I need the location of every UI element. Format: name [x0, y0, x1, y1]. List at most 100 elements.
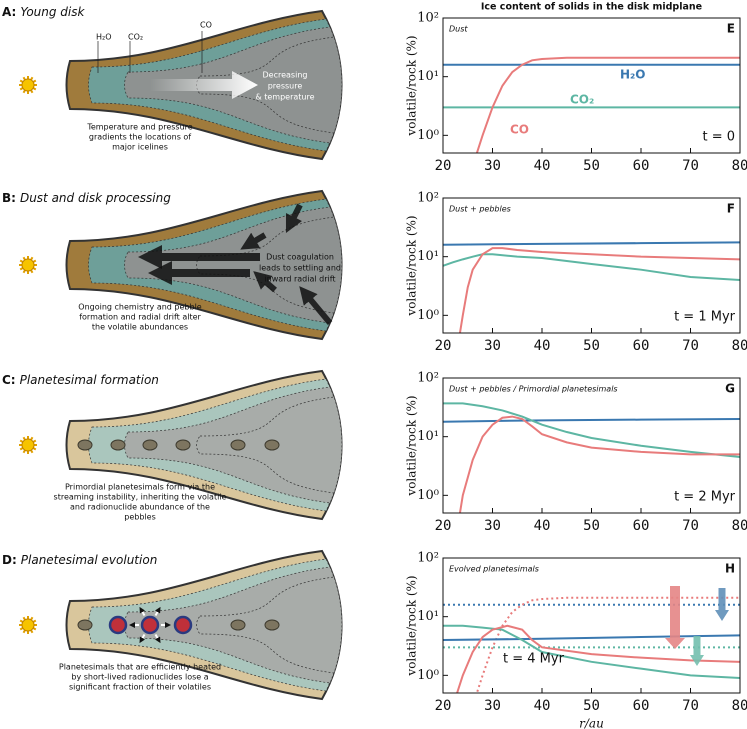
- panel-label: E: [727, 22, 735, 36]
- drift-arrow: [253, 271, 277, 293]
- planetesimal: [230, 439, 246, 451]
- series-line: [475, 596, 740, 693]
- diagram-caption: significant fraction of their volatiles: [69, 683, 211, 692]
- planetesimal: [175, 439, 191, 451]
- x-tick-label: 60: [633, 698, 650, 714]
- time-label: t = 1 Myr: [674, 310, 736, 325]
- y-tick-label: 10²: [417, 371, 439, 386]
- series-line: [443, 624, 740, 680]
- series-line: [475, 56, 740, 153]
- y-axis-label: volatile/rock (%): [405, 35, 419, 136]
- x-tick-label: 80: [732, 698, 747, 714]
- chart: H₂O CO₂ CO 20 30 40 50 60 70 80 10⁰ 10¹ 10² volatile/…: [405, 2, 747, 175]
- sun-disk: [21, 258, 35, 272]
- x-tick-label: 30: [484, 158, 501, 174]
- diagram: A: Young disk H₂O CO₂ CO Decreasing pressure & …: [2, 5, 343, 161]
- drift-arrow: [240, 232, 267, 250]
- chart-title: Ice content of solids in the disk midpla…: [481, 2, 702, 13]
- diagram-letter: B:: [2, 191, 16, 205]
- volatile-loss: [139, 606, 146, 616]
- diagram-caption: major icelines: [112, 143, 168, 152]
- diagram-caption: Temperature and pressure: [86, 123, 192, 132]
- diagram-name: Young disk: [20, 5, 85, 19]
- x-tick-label: 30: [484, 338, 501, 354]
- chart: 20 30 40 50 60 70 80 10⁰ 10¹ 10² volatile/rock (%)…: [405, 191, 747, 355]
- diagram-letter: D:: [2, 553, 17, 567]
- iceline-label: CO₂: [128, 33, 143, 42]
- planetesimal: [77, 619, 93, 631]
- arrow-text: inward radial drift: [264, 275, 335, 284]
- sun-disk: [21, 618, 35, 632]
- chart: 20 30 40 50 60 70 80 10⁰ 10¹ 10² volatile/rock (%)…: [405, 551, 747, 729]
- series-line: [458, 247, 740, 333]
- panel-label: F: [727, 202, 735, 216]
- arrow-text: Decreasing: [263, 71, 308, 80]
- panel-note: Dust + pebbles / Primordial planetesimal…: [449, 385, 618, 394]
- volatile-loss: [154, 634, 161, 644]
- y-axis-label: volatile/rock (%): [405, 575, 419, 676]
- series-line: [443, 418, 740, 423]
- diagram-title: D: Planetesimal evolution: [2, 553, 157, 567]
- diagram-name: Dust and disk processing: [20, 191, 171, 205]
- diagram: B: Dust and disk processing Dust coagulati…: [2, 189, 343, 341]
- drift-arrow: [299, 286, 333, 325]
- loss-arrow: [690, 636, 704, 666]
- panel-note: Dust + pebbles: [449, 205, 511, 214]
- sun-disk: [21, 78, 35, 92]
- loss-arrow: [665, 586, 685, 649]
- time-label: t = 4 Myr: [503, 652, 565, 667]
- x-axis-label: r/au: [579, 717, 604, 729]
- planetesimal: [264, 439, 280, 451]
- y-tick-label: 10¹: [417, 249, 439, 264]
- time-label: t = 2 Myr: [674, 490, 736, 505]
- x-tick-label: 60: [633, 158, 650, 174]
- sun: [19, 76, 37, 94]
- y-tick-label: 10²: [417, 191, 439, 206]
- x-tick-label: 50: [583, 698, 600, 714]
- heated-planetesimal: [173, 615, 193, 635]
- chart: 20 30 40 50 60 70 80 10⁰ 10¹ 10² volatile/rock (%)…: [405, 371, 747, 535]
- pressure-arrow: [150, 71, 258, 99]
- x-tick-label: 60: [633, 518, 650, 534]
- diagram-letter: A:: [2, 5, 16, 19]
- diagram-name: Planetesimal formation: [20, 373, 159, 387]
- x-tick-label: 70: [682, 518, 699, 534]
- x-tick-label: 20: [435, 518, 452, 534]
- diagram-caption: streaming instability, inheriting the vo…: [54, 493, 227, 502]
- panel-label: H: [725, 562, 735, 576]
- sun: [19, 256, 37, 274]
- series-label: CO: [510, 123, 529, 137]
- diagram-caption: gradients the locations of: [89, 133, 191, 142]
- y-tick-label: 10⁰: [417, 128, 439, 143]
- x-tick-label: 50: [583, 158, 600, 174]
- diagram-caption: Primordial planetesimals form via the: [65, 483, 215, 492]
- x-tick-label: 40: [534, 158, 551, 174]
- series-line: [443, 634, 740, 642]
- planetesimal: [230, 619, 246, 631]
- series-line: [443, 402, 740, 459]
- diagram-caption: the volatile abundances: [92, 323, 188, 332]
- y-tick-label: 10¹: [417, 69, 439, 84]
- y-tick-label: 10⁰: [417, 308, 439, 323]
- diagram-caption: Planetesimals that are efficiently heate…: [59, 663, 221, 672]
- series-label: CO₂: [570, 93, 594, 107]
- x-tick-label: 30: [484, 518, 501, 534]
- planetesimal: [264, 619, 280, 631]
- diagram-title: B: Dust and disk processing: [2, 191, 171, 205]
- drift-arrow: [285, 203, 303, 234]
- x-tick-label: 30: [484, 698, 501, 714]
- x-tick-label: 20: [435, 158, 452, 174]
- x-tick-label: 80: [732, 158, 747, 174]
- y-tick-label: 10⁰: [417, 668, 439, 683]
- arrow-text: pressure: [268, 82, 303, 91]
- y-tick-label: 10¹: [417, 429, 439, 444]
- diagram-caption: and radionuclide abundance of the: [70, 503, 210, 512]
- series-line: [443, 241, 740, 246]
- sun: [19, 616, 37, 634]
- planetesimal: [142, 439, 158, 451]
- x-tick-label: 70: [682, 698, 699, 714]
- loss-arrow: [715, 588, 729, 621]
- x-tick-label: 80: [732, 518, 747, 534]
- diagram-title: A: Young disk: [2, 5, 86, 19]
